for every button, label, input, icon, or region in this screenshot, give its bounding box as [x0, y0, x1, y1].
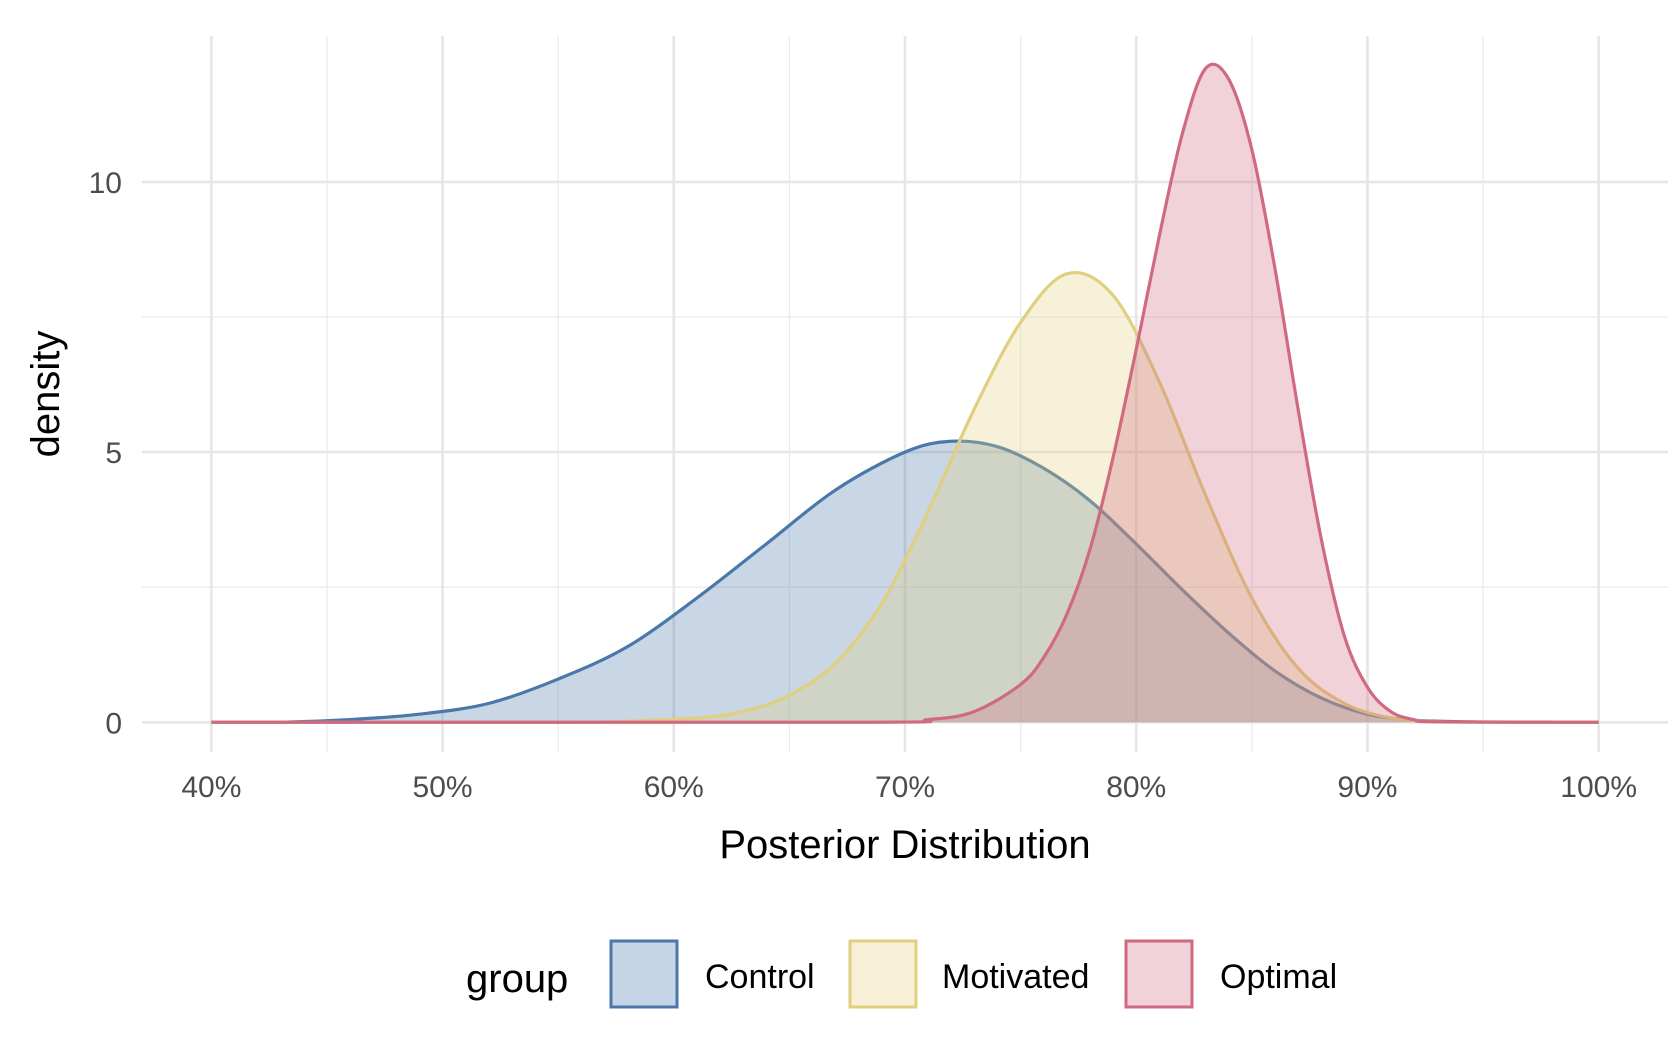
series-line-motivated [211, 271, 1599, 724]
x-axis-title: Posterior Distribution [719, 823, 1090, 867]
y-axis-title: density [24, 331, 68, 458]
legend-key-optimal [1124, 939, 1194, 1009]
x-tick-label: 70% [875, 771, 935, 804]
legend-title: group [466, 957, 568, 1001]
y-tick-label: 5 [105, 437, 122, 470]
legend: group Control Motivated Optimal [466, 939, 1337, 1009]
legend-key-motivated [848, 939, 918, 1009]
x-tick-label: 90% [1337, 771, 1397, 804]
legend-label-motivated: Motivated [942, 958, 1089, 996]
series-area-control [211, 441, 1599, 723]
x-tick-label: 100% [1560, 771, 1637, 804]
series-area-optimal [211, 64, 1599, 723]
legend-label-optimal: Optimal [1220, 958, 1337, 996]
x-tick-label: 40% [181, 771, 241, 804]
series-line-optimal [211, 62, 1599, 724]
x-tick-label: 80% [1106, 771, 1166, 804]
x-tick-label: 60% [644, 771, 704, 804]
y-tick-label: 10 [89, 167, 122, 200]
y-tick-label: 0 [105, 707, 122, 740]
x-tick-label: 50% [413, 771, 473, 804]
area-layer [211, 62, 1599, 724]
series-area-motivated [211, 272, 1599, 723]
legend-label-control: Control [705, 958, 815, 996]
legend-key-control [609, 939, 679, 1009]
tick-layer: 40% 50% 60% 70% 80% 90% 100% 0 5 10 [89, 167, 1637, 804]
